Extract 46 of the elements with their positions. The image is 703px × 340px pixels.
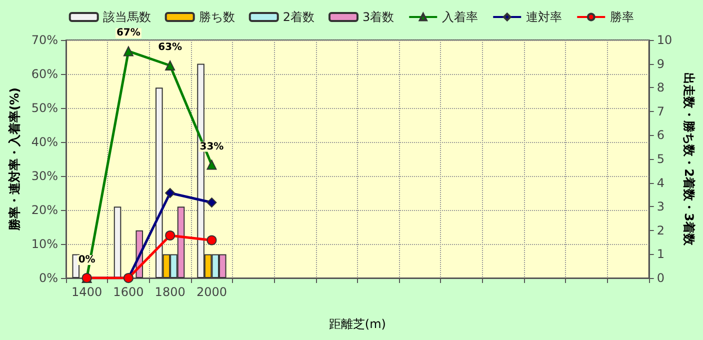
y2-tick-label: 10: [656, 33, 672, 47]
y-tick-label: 70%: [31, 33, 58, 47]
data-label: 67%: [116, 28, 140, 39]
data-label: 63%: [158, 42, 182, 53]
y2-tick-label: 7: [656, 104, 664, 118]
y-tick-label: 60%: [31, 67, 58, 81]
y2-tick-label: 5: [656, 152, 664, 166]
x-tick-label: 1400: [72, 285, 102, 299]
y-tick-label: 50%: [31, 101, 58, 115]
y-tick-label: 40%: [31, 135, 58, 149]
y2-tick-label: 2: [656, 223, 664, 238]
x-tick-label: 1600: [113, 285, 144, 299]
y2-tick-label: 9: [656, 56, 664, 71]
legend-label: 勝率: [610, 10, 634, 24]
point: [165, 230, 176, 240]
x-axis-title: 距離芝(m): [328, 317, 386, 331]
point: [206, 235, 217, 246]
legend-label: 3着数: [362, 10, 394, 24]
y2-axis-title: 出走数・勝ち数・2着数・3着数: [682, 72, 696, 246]
y2-tick-label: 4: [656, 176, 664, 190]
y-axis-title: 勝率・連対率・入着率(%): [7, 88, 22, 232]
legend-label: 勝ち数: [198, 10, 235, 24]
bar: [72, 254, 80, 278]
x-tick-label: 2000: [196, 285, 227, 299]
y-tick-label: 30%: [31, 169, 58, 183]
y2-tick-label: 8: [656, 80, 664, 95]
point: [165, 60, 176, 70]
data-label: 33%: [200, 141, 224, 152]
legend-label: 2着数: [282, 10, 315, 24]
y-tick-label: 10%: [31, 237, 58, 251]
y2-tick-label: 0: [656, 271, 664, 285]
point: [206, 160, 217, 170]
point: [123, 46, 134, 56]
y-tick-label: 0%: [38, 271, 58, 285]
bar: [114, 206, 122, 278]
y2-tick-label: 1: [656, 247, 664, 262]
y2-tick-label: 3: [656, 200, 664, 214]
x-tick-label: 1800: [154, 285, 186, 299]
legend-label: 該当馬数: [102, 10, 151, 24]
data-label: 0%: [78, 254, 96, 266]
legend-label: 連対率: [526, 10, 562, 24]
legend-label: 入着率: [442, 10, 478, 24]
point: [165, 188, 176, 198]
y2-tick-label: 6: [656, 128, 664, 142]
point: [206, 198, 217, 208]
y-tick-label: 20%: [31, 203, 58, 217]
